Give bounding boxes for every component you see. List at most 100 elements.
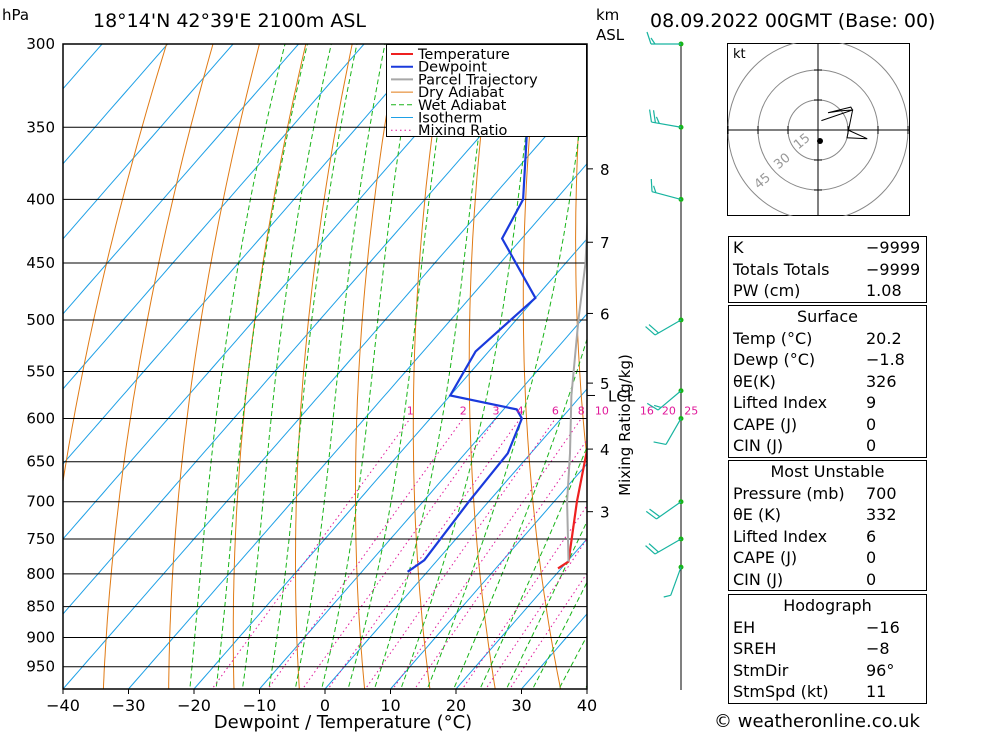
pressure-tick-label: 650: [26, 453, 55, 471]
wind-barb: [645, 536, 684, 555]
x-tick-label: 10: [380, 696, 400, 715]
mixing-ratio-line: [301, 418, 497, 689]
legend-label: Mixing Ratio: [418, 123, 508, 137]
index-label: Totals Totals: [733, 259, 830, 279]
x-tick-label: −20: [177, 696, 211, 715]
index-row: Lifted Index 9: [729, 392, 926, 414]
x-tick-label: −10: [243, 696, 277, 715]
index-label: Lifted Index: [733, 526, 828, 546]
pressure-tick-label: 350: [26, 118, 55, 136]
index-row: SREH −8: [729, 638, 926, 660]
pressure-tick-label: 500: [26, 311, 55, 329]
index-row: Pressure (mb) 700: [729, 483, 926, 505]
pressure-tick-label: 850: [26, 598, 55, 616]
skew-t-chart: 1 2 3 4 6 8 10 16 20 2530035040045050055060065070…: [26, 7, 700, 733]
mixing-ratio-value-label: 3: [493, 404, 500, 417]
index-label: CIN (J): [733, 569, 784, 589]
index-value: 1.08: [866, 281, 902, 300]
index-value: 6: [866, 526, 877, 546]
pressure-tick-label: 600: [26, 409, 55, 427]
wet-adiabat-line: [453, 337, 587, 689]
index-label: Pressure (mb): [733, 483, 845, 503]
index-row: CAPE (J) 0: [729, 547, 926, 569]
isotherm-line: [63, 44, 234, 240]
index-row: Temp (°C) 20.2: [729, 328, 926, 350]
wet-adiabat-line: [584, 684, 587, 689]
dry-adiabat-line: [626, 7, 692, 695]
index-row: PW (cm) 1.08: [729, 280, 926, 302]
hodograph-panel: Hodograph EH −16 SREH −8 StmDir 96° StmSpd (kt…: [728, 594, 927, 704]
mixing-ratio-line: [414, 439, 587, 689]
index-label: StmSpd (kt): [733, 682, 829, 701]
index-row: StmDir 96°: [729, 660, 926, 682]
pressure-tick-label: 900: [26, 629, 55, 647]
temperature-profile: [557, 449, 587, 570]
mixing-ratio-line: [267, 418, 464, 689]
km-tick-label: 8: [600, 161, 610, 179]
index-label: θE(K): [733, 371, 776, 391]
wind-barb: [653, 415, 684, 446]
index-row: CIN (J) 0: [729, 435, 926, 457]
km-tick-label: 6: [600, 305, 610, 323]
dry-adiabat-line: [63, 44, 168, 485]
wind-barb: [646, 388, 684, 411]
wet-adiabat-line: [505, 520, 587, 689]
isotherm-line: [63, 44, 103, 90]
index-value: 326: [866, 371, 897, 391]
index-label: StmDir: [733, 660, 789, 680]
isotherm-line: [63, 44, 365, 390]
isotherm-line: [586, 688, 587, 689]
legend-label: Dewpoint: [418, 60, 487, 76]
height-unit-asl: ASL: [596, 26, 625, 44]
x-tick-label: −30: [112, 696, 146, 715]
pressure-tick-label: 750: [26, 530, 55, 548]
index-value: 332: [866, 505, 897, 524]
legend-label: Wet Adiabat: [418, 98, 507, 114]
isotherm-line: [193, 238, 587, 689]
height-unit-km: km: [596, 6, 620, 24]
legend-label: Dry Adiabat: [418, 85, 504, 101]
pressure-tick-label: 550: [26, 362, 55, 380]
isotherm-line: [258, 313, 587, 689]
mixing-ratio-value-label: 2: [460, 404, 467, 417]
index-label: CIN (J): [733, 436, 784, 455]
km-tick-label: 7: [600, 234, 610, 252]
copyright-link[interactable]: © weatheronline.co.uk: [714, 711, 920, 732]
most-unstable-title: Most Unstable: [770, 462, 885, 481]
mixing-ratio-line: [485, 537, 587, 689]
index-value: −1.8: [866, 350, 905, 369]
index-row: Lifted Index 6: [729, 526, 926, 548]
x-tick-label: 20: [446, 696, 466, 715]
index-value: −9999: [866, 238, 921, 257]
isotherm-line: [648, 7, 700, 695]
mixing-ratio-value-label: 25: [684, 404, 698, 417]
dry-adiabat-line: [676, 7, 700, 695]
mixing-ratio-line: [509, 572, 587, 689]
km-tick-label: 4: [600, 441, 610, 459]
index-value: 96°: [866, 660, 895, 680]
index-value: 20.2: [866, 328, 902, 348]
index-row: StmSpd (kt) 11: [729, 681, 926, 703]
km-tick-label: 3: [600, 504, 610, 522]
index-value: −9999: [866, 259, 921, 279]
surface-title: Surface: [797, 307, 858, 326]
index-value: 700: [866, 483, 897, 503]
x-axis-label: Dewpoint / Temperature (°C): [214, 712, 472, 733]
legend-label: Temperature: [417, 47, 510, 63]
wind-barb: [649, 109, 684, 130]
dry-adiabat-line: [102, 44, 214, 689]
index-row: CIN (J) 0: [729, 569, 926, 591]
x-tick-label: 40: [577, 696, 597, 715]
index-row: θE (K) 332: [729, 504, 926, 526]
index-value: 9: [866, 393, 877, 412]
mixing-ratio-line: [327, 418, 521, 689]
dry-adiabat-line: [295, 44, 353, 689]
mixing-ratio-value-label: 4: [517, 404, 524, 417]
index-value: 0: [866, 436, 877, 455]
index-value: 0: [866, 548, 877, 567]
mixing-ratio-value-label: 20: [662, 404, 676, 417]
isotherm-line: [63, 44, 169, 165]
most-unstable-panel: Most Unstable Pressure (mb) 700 θE (K) 332 L…: [728, 460, 927, 591]
hodograph-unit: kt: [733, 47, 746, 62]
